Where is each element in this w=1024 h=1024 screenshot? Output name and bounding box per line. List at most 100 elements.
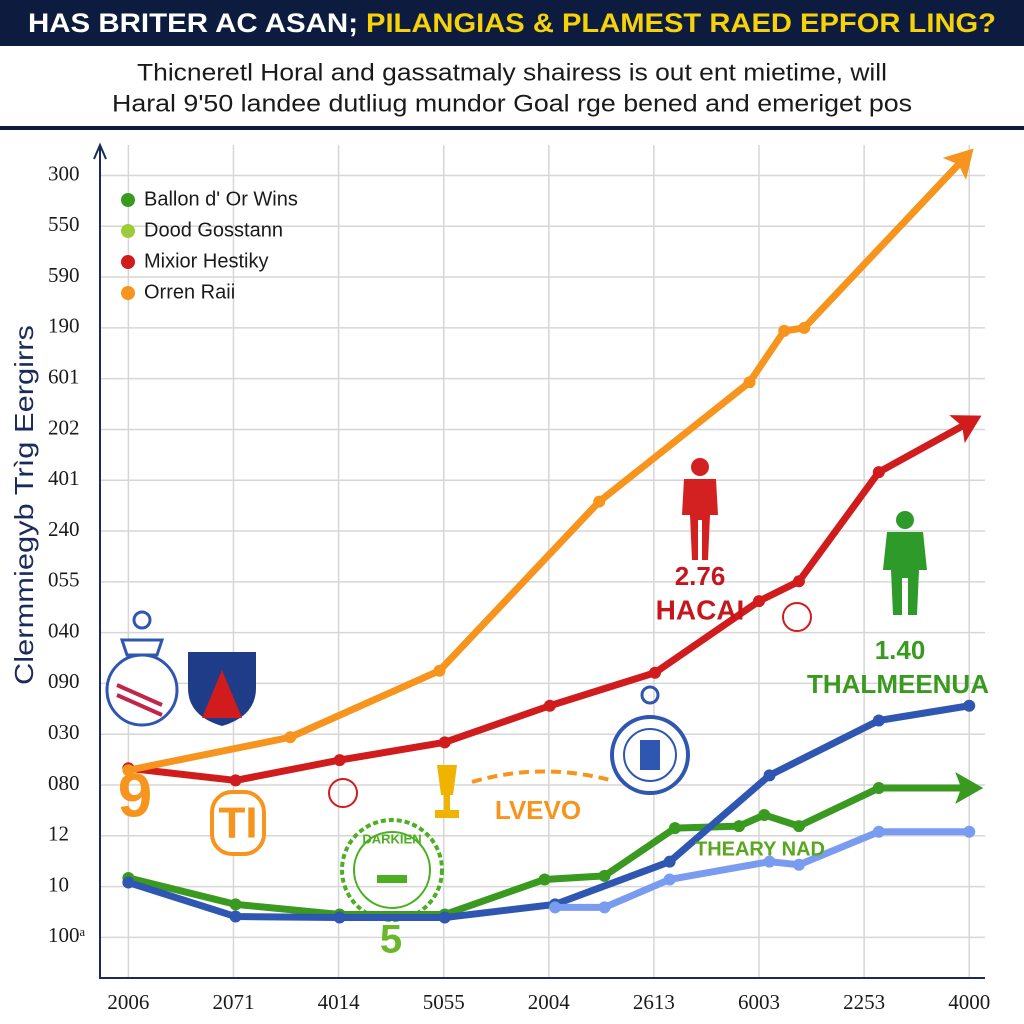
y-tick-label: 300 — [48, 161, 80, 185]
annotation: HALEPS — [196, 653, 249, 668]
y-tick-label: 190 — [48, 314, 80, 338]
club-badge — [105, 610, 179, 727]
player-icon — [682, 458, 718, 560]
y-tick-label: 401 — [48, 466, 80, 490]
legend-label: Mixior Hestiky — [144, 250, 268, 272]
trophy — [435, 765, 459, 818]
y-tick-label: 590 — [48, 263, 80, 287]
annotation: 1.40 — [875, 635, 926, 665]
badge — [210, 790, 266, 856]
point — [798, 321, 811, 334]
legend-swatch — [121, 224, 135, 238]
dashed-arrow — [471, 769, 611, 784]
point — [549, 901, 562, 914]
legend-label: Orren Raii — [144, 281, 235, 303]
x-tick-label: 2253 — [843, 990, 885, 1014]
point — [543, 699, 556, 712]
point — [733, 820, 746, 833]
club-badge — [188, 652, 256, 726]
y-tick-label: 090 — [48, 669, 80, 693]
series-line — [124, 418, 973, 784]
point — [663, 855, 676, 868]
axis-arrow — [93, 142, 107, 160]
icons — [105, 458, 927, 922]
chart-title: HAS BRITER AC ASAN; — [28, 8, 358, 38]
plot: Ballon d' Or Wins Dood Gosstann Mixior Hes… — [118, 148, 989, 962]
y-tick-label: 030 — [48, 720, 80, 744]
legend-label: Dood Gosstann — [144, 219, 283, 241]
x-tick-label: 2004 — [528, 990, 571, 1014]
point — [229, 898, 242, 911]
grid: 100ᵃ101208003009004005524040120260119059… — [48, 142, 990, 1014]
y-tick-label: 202 — [48, 415, 80, 439]
point — [333, 911, 346, 924]
point — [872, 782, 885, 795]
point — [648, 666, 661, 679]
point — [284, 731, 297, 744]
legend-swatch — [121, 255, 135, 269]
point — [433, 664, 446, 677]
point — [229, 910, 242, 923]
player-icon — [883, 511, 927, 615]
y-axis-label: Clermmiegyb Trìg Eergirrs — [9, 325, 39, 685]
x-tick-label: 2071 — [212, 990, 254, 1014]
annotation: TI — [218, 799, 257, 848]
annotation: THALMEENUA — [807, 669, 989, 699]
point — [792, 820, 805, 833]
y-tick-label: 080 — [48, 771, 80, 795]
point — [963, 699, 976, 712]
annotation: HACAI — [656, 594, 745, 625]
point — [758, 808, 771, 821]
x-tick-label: 6003 — [738, 990, 780, 1014]
point — [668, 822, 681, 835]
point — [743, 376, 756, 389]
chart-title-highlight: PILANGIAS & PLAMEST RAED EPFOR LING? — [366, 8, 996, 38]
point — [963, 825, 976, 838]
legend-swatch — [121, 193, 135, 207]
arrow-head — [942, 148, 974, 180]
axis — [99, 145, 985, 979]
divider — [0, 126, 1024, 130]
point — [598, 869, 611, 882]
point — [122, 876, 135, 889]
point — [792, 575, 805, 588]
y-tick-label: 055 — [48, 568, 80, 592]
x-tick-label: 5055 — [423, 990, 465, 1014]
point — [872, 825, 885, 838]
point — [663, 873, 676, 886]
annotation: 9 — [118, 761, 152, 830]
annotation: LVEVO — [495, 795, 581, 825]
y-tick-label: 601 — [48, 364, 80, 388]
y-tick-label: 040 — [48, 618, 80, 642]
point — [763, 855, 776, 868]
y-tick-label: 10 — [48, 872, 69, 896]
y-tick-label: 100ᵃ — [48, 923, 86, 947]
point — [122, 764, 135, 777]
point — [229, 774, 242, 787]
annotation: 2.76 — [675, 561, 726, 591]
point — [538, 873, 551, 886]
x-tick-label: 2006 — [107, 990, 149, 1014]
annotation: THEARY NAD — [695, 838, 825, 860]
arrow-head — [949, 415, 982, 444]
x-tick-label: 4014 — [318, 990, 361, 1014]
point — [593, 495, 606, 508]
legend-label: Ballon d' Or Wins — [144, 188, 298, 210]
annotation: 5 — [380, 918, 402, 962]
series-line — [124, 784, 973, 919]
point — [778, 324, 791, 337]
x-tick-label: 2613 — [633, 990, 675, 1014]
point — [763, 769, 776, 782]
point — [598, 901, 611, 914]
y-tick-label: 12 — [48, 822, 69, 846]
point — [333, 754, 346, 767]
point — [872, 466, 885, 479]
point — [438, 736, 451, 749]
point — [438, 911, 451, 924]
point — [792, 858, 805, 871]
arrow-head — [955, 772, 984, 805]
annotation: DARKIEN — [362, 831, 421, 846]
y-tick-label: 240 — [48, 517, 80, 541]
club-badge — [610, 685, 690, 795]
